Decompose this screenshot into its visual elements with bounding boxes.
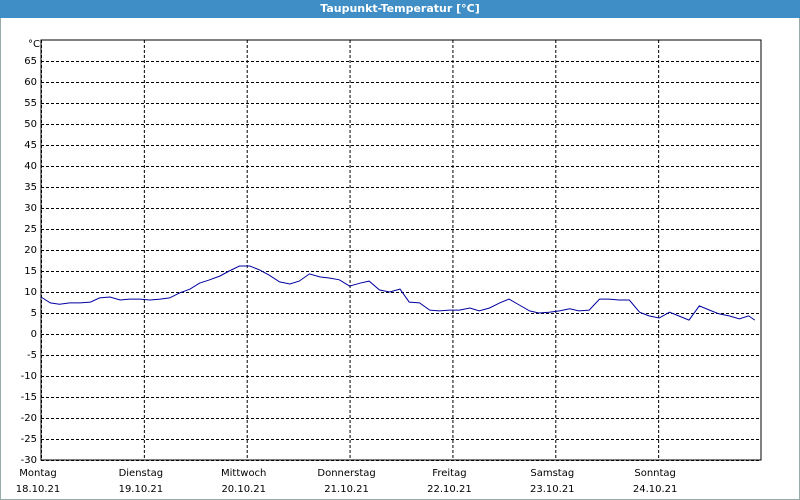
- y-tick-label: 35: [24, 182, 37, 193]
- y-tick-label: -15: [21, 392, 37, 403]
- x-tick-label: Mittwoch: [221, 468, 266, 479]
- data-line: [40, 265, 756, 321]
- y-tick-label: 5: [31, 308, 37, 319]
- chart-title: Taupunkt-Temperatur [°C]: [320, 2, 480, 15]
- y-tick-label: 50: [24, 119, 37, 130]
- y-tick-label: 55: [24, 98, 37, 109]
- y-tick-label: 30: [24, 203, 37, 214]
- y-tick-label: -20: [21, 413, 37, 424]
- x-tick-date: 23.10.21: [530, 484, 575, 495]
- x-tick-label: Dienstag: [119, 468, 164, 479]
- x-tick-date: 19.10.21: [119, 484, 164, 495]
- y-tick-label: -5: [27, 350, 37, 361]
- y-tick-label: -10: [21, 371, 37, 382]
- x-tick-date: 22.10.21: [427, 484, 472, 495]
- x-tick-date: 21.10.21: [324, 484, 369, 495]
- y-tick-label: 10: [24, 287, 37, 298]
- y-tick-label: 15: [24, 266, 37, 277]
- y-tick-label: 0: [31, 329, 37, 340]
- x-tick-label: Sonntag: [634, 468, 676, 479]
- x-tick-label: Samstag: [530, 468, 574, 479]
- y-tick-label: 65: [24, 56, 37, 67]
- y-tick-label: 40: [24, 161, 37, 172]
- title-bar: [0, 0, 800, 18]
- x-tick-date: 18.10.21: [16, 484, 61, 495]
- x-tick-label: Donnerstag: [317, 468, 375, 479]
- x-tick-date: 24.10.21: [633, 484, 678, 495]
- x-tick-date: 20.10.21: [221, 484, 266, 495]
- x-tick-label: Freitag: [432, 468, 466, 479]
- y-tick-label: -30: [21, 455, 37, 466]
- y-tick-label: 60: [24, 77, 37, 88]
- y-tick-label: -25: [21, 434, 37, 445]
- x-tick-label: Montag: [19, 468, 56, 479]
- y-tick-label: 45: [24, 140, 37, 151]
- y-tick-label: 20: [24, 245, 37, 256]
- y-tick-label: 25: [24, 224, 37, 235]
- y-unit: °C: [28, 39, 40, 50]
